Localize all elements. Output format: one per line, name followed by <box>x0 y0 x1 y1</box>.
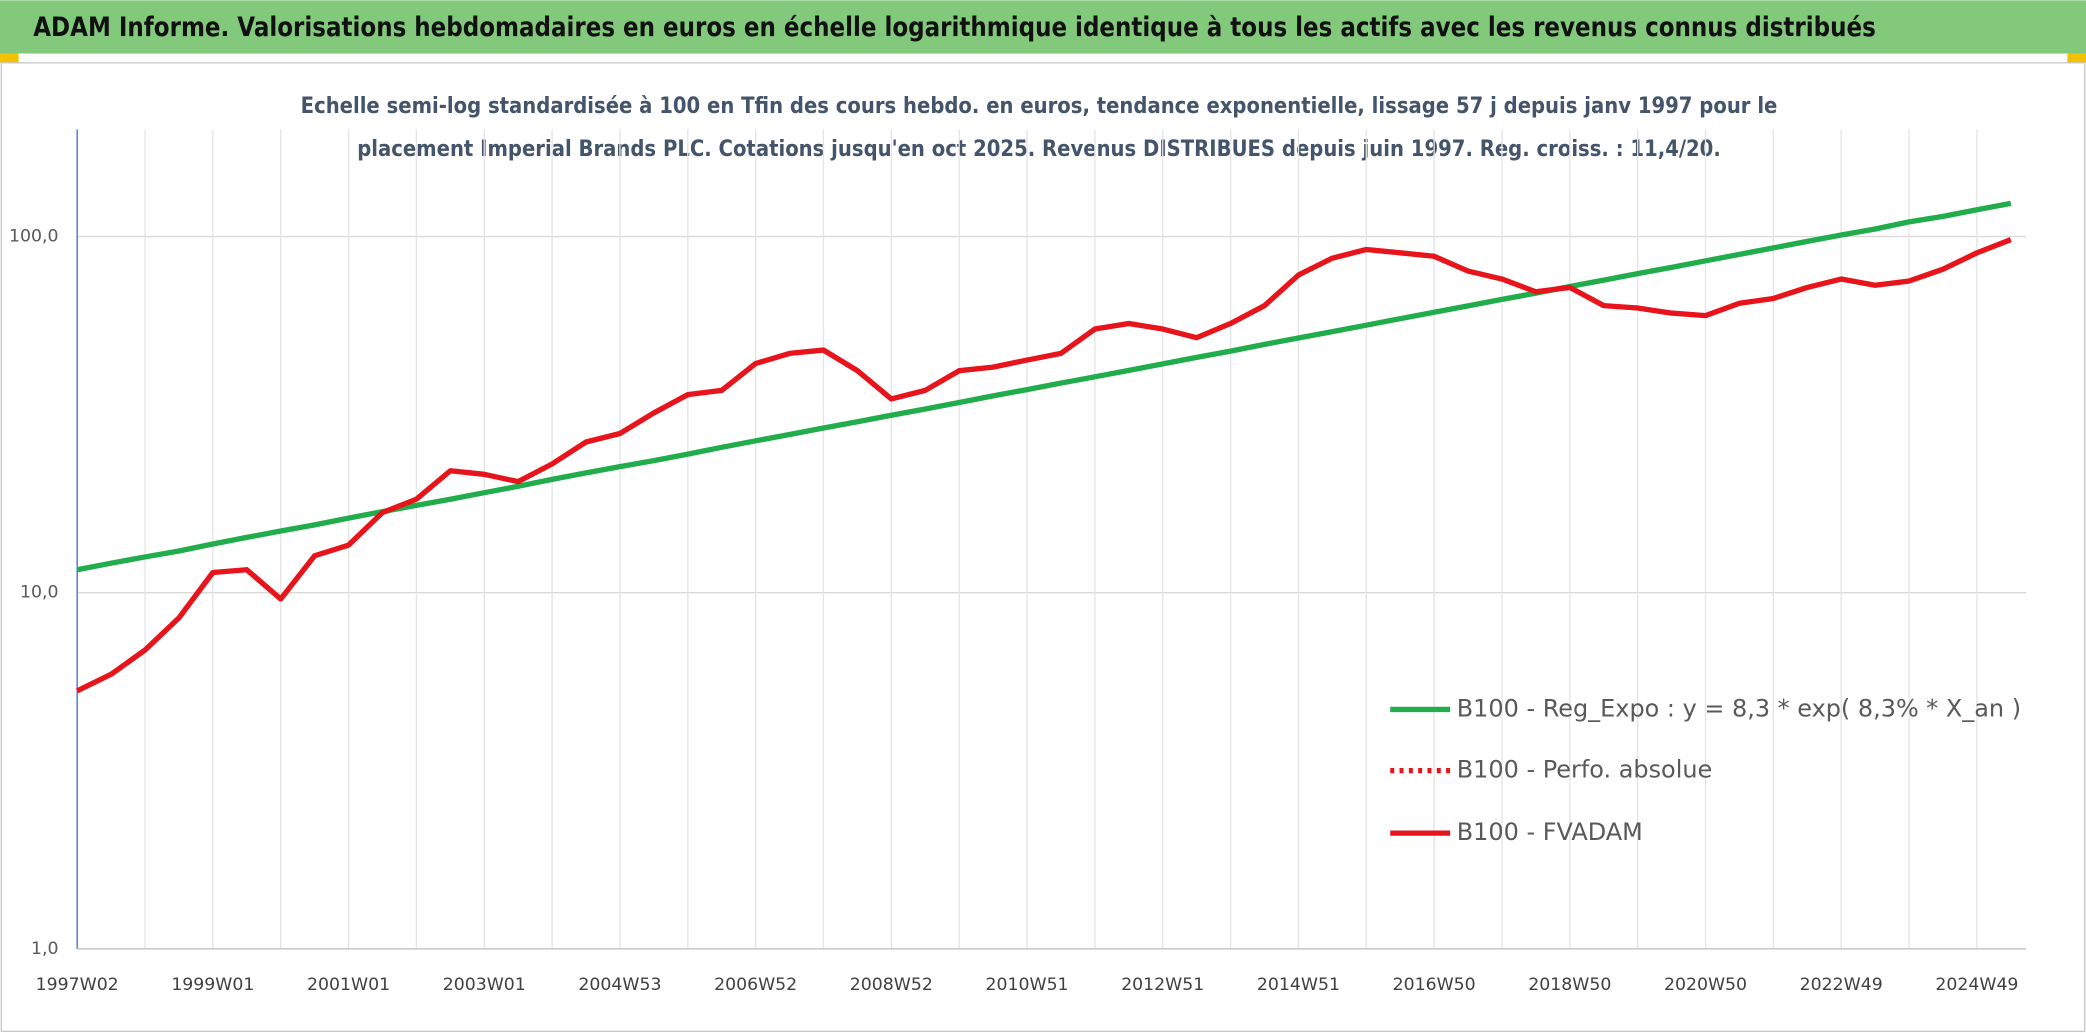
x-tick-label: 2003W01 <box>443 975 526 995</box>
x-tick-label: 2008W52 <box>850 975 933 995</box>
subtitle: Echelle semi-log standardisée à 100 en T… <box>301 93 1778 119</box>
legend-label: B100 - Reg_Expo : y = 8,3 * exp( 8,3% * … <box>1457 694 2021 722</box>
subtitle: placement Imperial Brands PLC. Cotations… <box>357 136 1721 162</box>
data-line <box>75 237 2012 694</box>
x-tick-label: 2018W50 <box>1528 975 1611 995</box>
x-tick-label: 2012W51 <box>1121 975 1204 995</box>
x-tick-label: 2016W50 <box>1393 975 1476 995</box>
x-tick-label: 1997W02 <box>36 975 119 995</box>
page-title: ADAM Informe. Valorisations hebdomadaire… <box>33 12 1876 43</box>
x-tick-label: 2024W49 <box>1935 975 2018 995</box>
chart-frame <box>0 62 2086 1033</box>
x-tick-label: 1999W01 <box>171 975 254 995</box>
x-tick-label: 2004W53 <box>578 975 661 995</box>
x-tick-label: 2001W01 <box>307 975 390 995</box>
y-tick-label: 10,0 <box>20 583 58 603</box>
y-tick-label: 100,0 <box>9 227 58 247</box>
legend-label: B100 - FVADAM <box>1457 818 1643 846</box>
corner <box>2067 53 2086 63</box>
header-bar <box>0 0 2086 54</box>
x-tick-label: 2006W52 <box>714 975 797 995</box>
x-tick-label: 2014W51 <box>1257 975 1340 995</box>
x-tick-label: 2010W51 <box>986 975 1069 995</box>
x-tick-label: 2020W50 <box>1664 975 1747 995</box>
y-tick-label: 1,0 <box>31 939 58 959</box>
legend-label: B100 - Perfo. absolue <box>1457 756 1713 784</box>
corner <box>0 53 19 63</box>
x-tick-label: 2022W49 <box>1800 975 1883 995</box>
